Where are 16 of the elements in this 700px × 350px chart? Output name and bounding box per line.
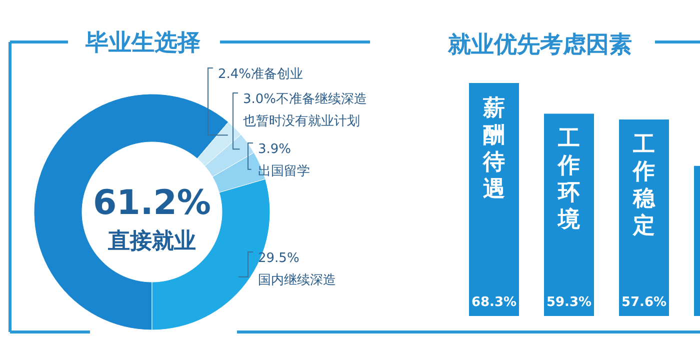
slice-label: 直接就业: [107, 229, 196, 254]
chart-title: 毕业生选择: [84, 30, 200, 56]
x-tick-label: 工作稳定: [632, 132, 656, 238]
slice-label: 出国留学: [258, 164, 310, 179]
slice-label: 2.4%准备创业: [218, 67, 304, 82]
slice-label: 3.0%不准备继续深造也暂时没有就业计划: [243, 92, 368, 129]
data-label: 29.5%: [258, 251, 300, 266]
slice-label: 国内继续深造: [258, 273, 336, 288]
data-label: 57.6%: [621, 295, 667, 310]
data-label: 59.3%: [546, 295, 592, 310]
data-label: 3.9%: [258, 142, 292, 157]
data-label: 61.2%: [93, 183, 211, 223]
chart-title: 就业优先考虑因素: [447, 32, 632, 58]
x-tick-label: 工作环境: [557, 126, 580, 233]
data-label: 68.3%: [471, 295, 517, 310]
x-tick-label: 薪酬待遇: [482, 96, 505, 202]
